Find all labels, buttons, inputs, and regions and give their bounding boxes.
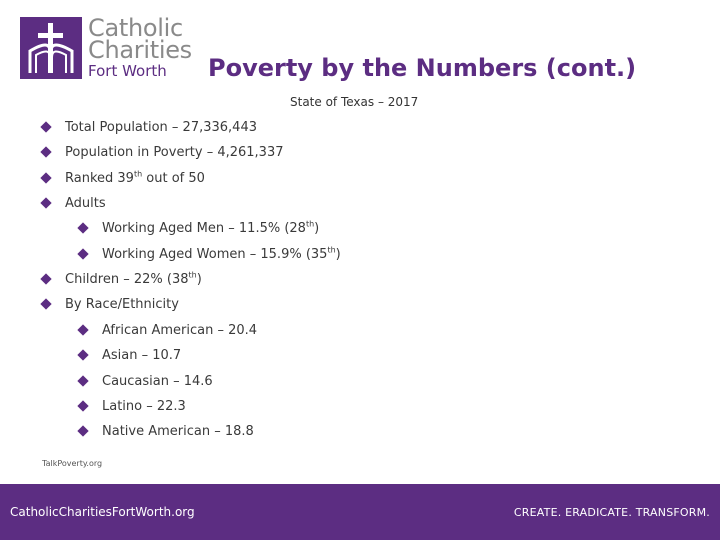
page-title: Poverty by the Numbers (cont.) [208,54,637,82]
footer-tagline: CREATE. ERADICATE. TRANSFORM. [513,506,710,519]
diamond-bullet-icon [77,375,89,387]
diamond-bullet-icon [77,349,89,361]
bullet-text: Native American – 18.8 [102,423,254,439]
bullet-text-pre: Ranked 39 [65,170,134,186]
footer-bar: CatholicCharitiesFortWorth.org CREATE. E… [0,484,720,540]
bullet-item: Asian – 10.7 [77,345,182,365]
bullet-item: Children – 22% (38th) [40,269,202,289]
diamond-bullet-icon [77,400,89,412]
bullet-text: Children – 22% (38th) [65,270,202,287]
bullet-item: Latino – 22.3 [77,396,186,416]
diamond-bullet-icon [40,121,52,133]
bullet-text: Working Aged Men – 11.5% (28th) [102,219,320,236]
diamond-bullet-icon [40,146,52,158]
bullet-item: African American – 20.4 [77,320,258,340]
bullet-item: Population in Poverty – 4,261,337 [40,142,284,162]
bullet-text-post: out of 50 [142,170,205,186]
bullet-text: Latino – 22.3 [102,398,186,414]
bullet-item: Adults [40,193,106,213]
bullet-text-sup: th [188,270,197,280]
bullet-text: Adults [65,195,106,211]
logo: Catholic Charities Fort Worth [20,14,200,80]
bullet-text-pre: Children – 22% (38 [65,271,189,287]
logo-wordmark: Catholic Charities Fort Worth [88,14,192,80]
diamond-bullet-icon [40,197,52,209]
bullet-text-sup: th [305,219,315,229]
bullet-text-sup: th [133,169,143,179]
bullet-text-post: ) [335,246,341,262]
bullet-text-pre: Working Aged Women – 15.9% (35 [102,246,328,262]
diamond-bullet-icon [77,324,89,336]
bullet-item: Caucasian – 14.6 [77,371,213,391]
bullet-text-post: ) [314,220,320,236]
diamond-bullet-icon [40,172,52,184]
diamond-bullet-icon [40,273,52,285]
bullet-text: African American – 20.4 [102,322,258,338]
diamond-bullet-icon [77,222,89,234]
logo-line-1: Catholic [88,14,183,42]
bullet-text-pre: Working Aged Men – 11.5% (28 [102,220,306,236]
bullet-text-sup: th [327,245,336,255]
bullet-text: Asian – 10.7 [102,347,182,363]
bullet-text: By Race/Ethnicity [65,296,179,312]
bullet-item: By Race/Ethnicity [40,294,179,314]
diamond-bullet-icon [77,248,89,260]
diamond-bullet-icon [77,425,89,437]
bullet-text: Caucasian – 14.6 [102,373,213,389]
logo-line-2: Charities [88,36,192,64]
logo-line-3: Fort Worth [88,62,167,80]
bullet-item: Native American – 18.8 [77,421,254,441]
source-note: TalkPoverty.org [42,459,103,468]
bullet-text: Ranked 39th out of 50 [65,169,205,186]
bullet-item: Total Population – 27,336,443 [40,117,257,137]
bullet-text: Working Aged Women – 15.9% (35th) [102,245,341,262]
bullet-text: Total Population – 27,336,443 [65,119,257,135]
bullet-item: Working Aged Women – 15.9% (35th) [77,244,341,264]
bullet-text-post: ) [196,271,202,287]
diamond-bullet-icon [40,298,52,310]
cross-logo-icon [20,17,82,79]
bullet-item: Working Aged Men – 11.5% (28th) [77,218,320,238]
bullet-item: Ranked 39th out of 50 [40,168,205,188]
footer-website: CatholicCharitiesFortWorth.org [10,505,195,519]
page-subtitle: State of Texas – 2017 [290,95,419,109]
bullet-text: Population in Poverty – 4,261,337 [65,144,284,160]
